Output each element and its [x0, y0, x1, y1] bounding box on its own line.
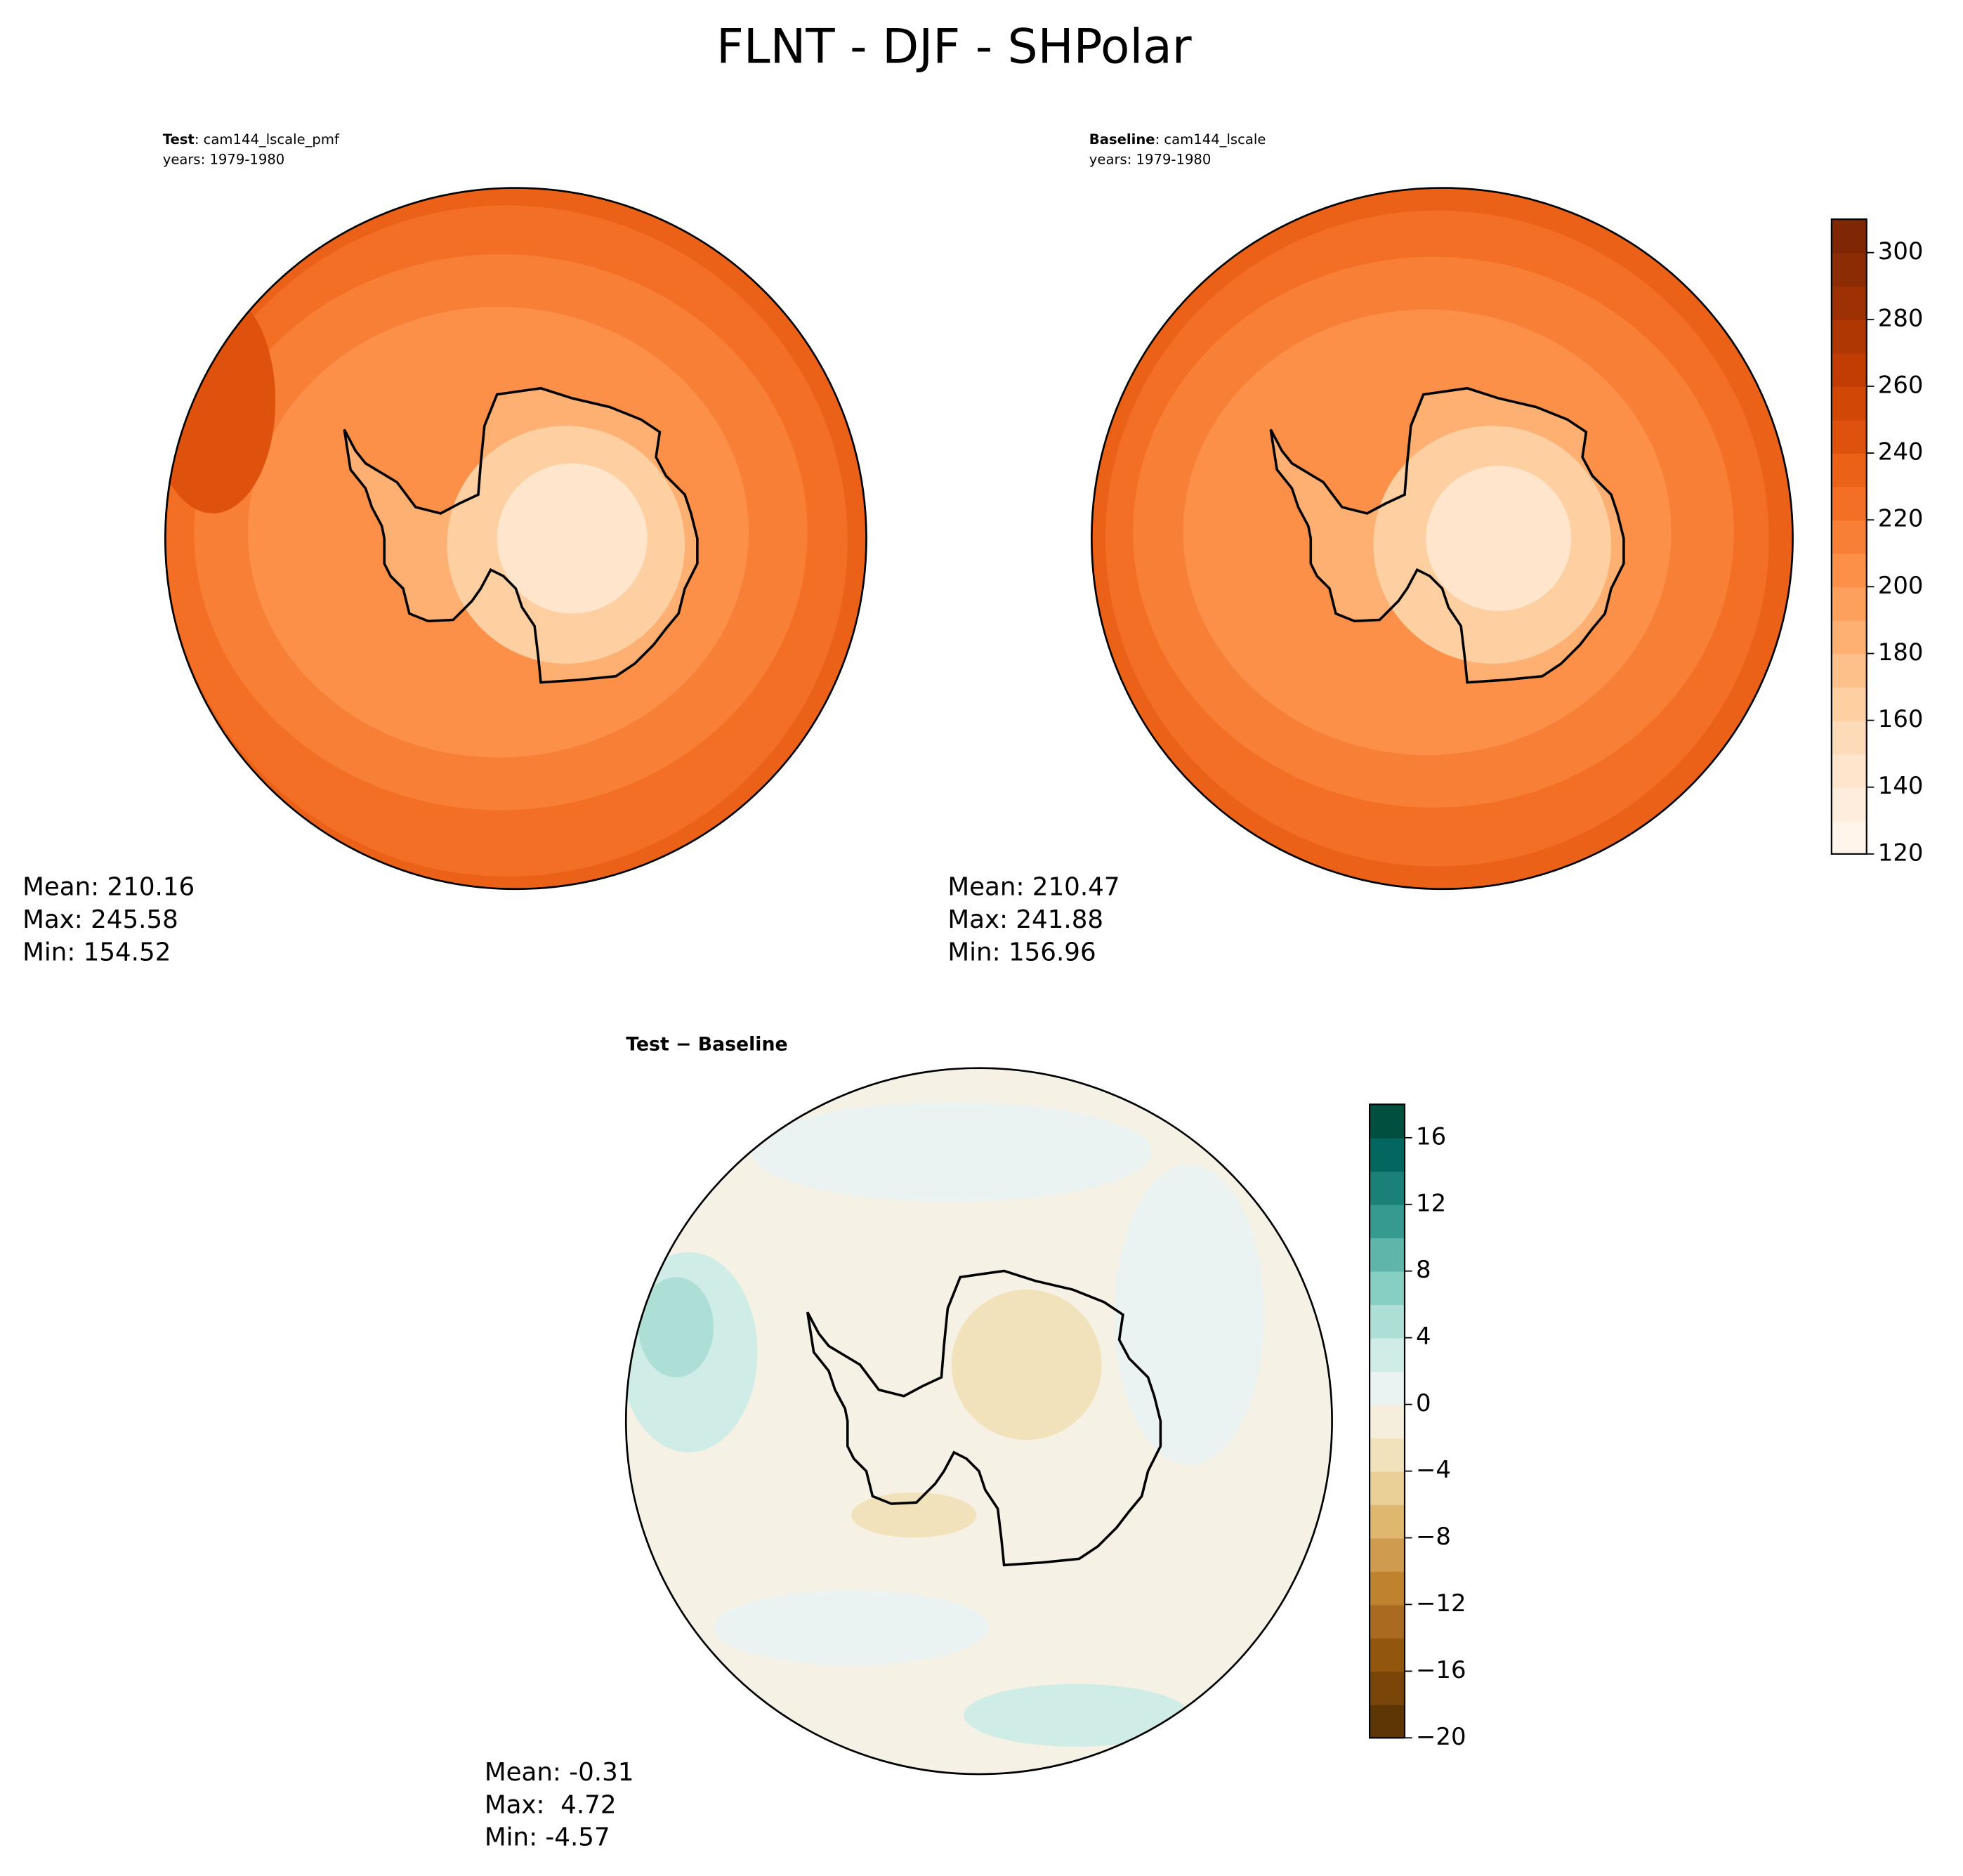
colorbar-tick-label: 280 — [1878, 304, 1924, 332]
colorbar-segment — [1831, 653, 1867, 688]
colorbar-segment — [1370, 1271, 1405, 1306]
stat: Mean: 210.47 — [947, 873, 1120, 902]
colorbar-tick-label: 160 — [1878, 705, 1924, 733]
colorbar-segment — [1831, 586, 1867, 621]
colorbar-tick-label: −8 — [1416, 1523, 1451, 1550]
colorbar-tick-label: 180 — [1878, 638, 1924, 666]
stat: Min: -4.57 — [485, 1823, 610, 1852]
stat: Min: 154.52 — [22, 938, 171, 966]
colorbar-segment — [1831, 687, 1867, 721]
colorbar-segment — [1370, 1504, 1405, 1539]
colorbar-segment — [1831, 286, 1867, 320]
colorbar-segment — [1831, 619, 1867, 655]
panel-label: Baseline: cam144_lscale — [1089, 131, 1266, 147]
colorbar-segment — [1831, 419, 1867, 454]
colorbar-segment — [1831, 252, 1867, 287]
stat: Max: 245.58 — [22, 905, 178, 934]
panel-years: years: 1979-1980 — [163, 152, 285, 168]
figure-title: FLNT - DJF - SHPolar — [716, 18, 1192, 74]
map-border — [624, 1067, 1333, 1776]
colorbar-segment — [1370, 1570, 1405, 1606]
colorbar-tick-label: −4 — [1416, 1456, 1451, 1483]
colorbar-segment — [1370, 1104, 1405, 1139]
colorbar-segment — [1831, 486, 1867, 521]
colorbar-segment — [1370, 1637, 1405, 1672]
colorbar-tick-label: 220 — [1878, 505, 1924, 532]
stat: Min: 156.96 — [947, 938, 1096, 966]
colorbar-segment — [1370, 1438, 1405, 1472]
stat: Max: 241.88 — [947, 905, 1103, 934]
map-test — [165, 188, 867, 889]
panel-label: Test: cam144_lscale_pmf — [163, 131, 340, 147]
stat: Mean: 210.16 — [22, 873, 195, 902]
colorbar-tick-label: 140 — [1878, 772, 1924, 799]
colorbar-segment — [1831, 353, 1867, 387]
colorbar-segment — [1370, 1671, 1405, 1705]
map-difference — [626, 1068, 1332, 1775]
colorbar-segment — [1370, 1537, 1405, 1572]
colorbar-tick-label: −16 — [1416, 1656, 1466, 1684]
panel-label-bold: Test — [163, 131, 195, 147]
colorbar-segment — [1370, 1204, 1405, 1239]
colorbar-segment — [1831, 754, 1867, 788]
colorbar-segment — [1831, 319, 1867, 354]
panel-label-bold: Baseline — [1089, 131, 1155, 147]
map-border — [1091, 187, 1794, 891]
colorbar-frame — [1830, 218, 1867, 855]
colorbar-segment — [1370, 1337, 1405, 1372]
colorbar-tick-label: 8 — [1416, 1256, 1431, 1283]
colorbar-tick-label: 260 — [1878, 371, 1924, 398]
colorbar-tick-label: 200 — [1878, 572, 1924, 599]
colorbar-segment — [1831, 453, 1867, 487]
colorbar-segment — [1831, 720, 1867, 755]
stat: Max: 4.72 — [485, 1790, 617, 1819]
colorbar-segment — [1370, 1471, 1405, 1505]
colorbar-segment — [1370, 1137, 1405, 1172]
colorbar-segment — [1370, 1704, 1405, 1739]
colorbar-segment — [1831, 553, 1867, 588]
colorbar-tick-label: 300 — [1878, 237, 1924, 265]
colorbar-frame — [1369, 1103, 1406, 1739]
colorbar-tick-label: 12 — [1416, 1189, 1446, 1216]
colorbar-tick-label: 16 — [1416, 1122, 1446, 1150]
colorbar-tick-label: 4 — [1416, 1323, 1431, 1350]
panel-label: Test − Baseline — [626, 1034, 787, 1056]
colorbar-segment — [1370, 1371, 1405, 1405]
colorbar-segment — [1831, 820, 1867, 855]
colorbar-tick-label: −12 — [1416, 1589, 1466, 1617]
colorbar-segment — [1370, 1171, 1405, 1205]
colorbar-segment — [1370, 1304, 1405, 1339]
map-baseline — [1091, 188, 1793, 889]
colorbar-segment — [1370, 1404, 1405, 1438]
colorbar-segment — [1831, 386, 1867, 421]
stat: Mean: -0.31 — [485, 1758, 634, 1787]
colorbar-segment — [1370, 1238, 1405, 1272]
panel-label-rest: : cam144_lscale — [1155, 131, 1266, 147]
colorbar-segment — [1370, 1604, 1405, 1639]
colorbar-segment — [1831, 219, 1867, 254]
colorbar-segment — [1831, 787, 1867, 822]
panel-label-rest: : cam144_lscale_pmf — [195, 131, 340, 147]
map-border — [164, 187, 867, 891]
colorbar-tick-label: 120 — [1878, 839, 1924, 866]
colorbar-tick-label: 0 — [1416, 1389, 1431, 1417]
colorbar-tick-label: −20 — [1416, 1723, 1466, 1750]
colorbar-segment — [1831, 520, 1867, 554]
panel-years: years: 1979-1980 — [1089, 152, 1212, 168]
colorbar-tick-label: 240 — [1878, 438, 1924, 466]
